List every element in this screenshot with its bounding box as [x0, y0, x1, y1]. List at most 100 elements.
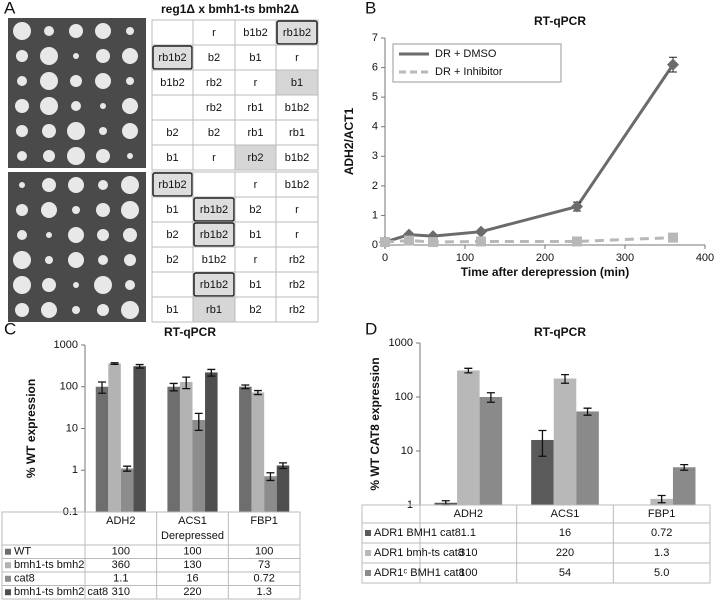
colony [122, 48, 138, 64]
table-value: 100 [459, 567, 477, 579]
table-value: 220 [556, 547, 574, 559]
genotype: b2 [208, 127, 220, 139]
table-cell [275, 44, 319, 71]
table-cell [151, 271, 194, 298]
y-tick-label: 100 [395, 391, 413, 403]
colony [13, 22, 31, 40]
y-tick-label: 10 [401, 445, 413, 457]
genotype: r [295, 204, 299, 216]
cell-highlight [152, 172, 193, 197]
bar [672, 467, 696, 505]
colony [125, 280, 135, 290]
genotype: rb2 [289, 279, 305, 291]
colony [42, 278, 56, 292]
genotype: r [295, 229, 299, 241]
table-cell [192, 44, 236, 71]
genotype: rb1 [248, 127, 264, 139]
bar [479, 397, 503, 505]
legend-label: ADR1 BMH1 cat8 [374, 527, 461, 539]
colony [124, 254, 136, 266]
x-tick-label: ADH2 [106, 515, 135, 527]
x-tick-label: 200 [536, 252, 554, 264]
colony [122, 123, 138, 139]
bar [531, 439, 554, 505]
table-cell [275, 171, 319, 198]
cell-highlight [152, 45, 193, 70]
table-value: 100 [183, 546, 201, 558]
bar [120, 468, 134, 512]
marker [667, 58, 679, 71]
colony [17, 76, 27, 86]
colony [19, 182, 25, 188]
genotype: rb1b2 [158, 179, 186, 191]
legend-swatch [5, 548, 11, 555]
colony [121, 301, 139, 319]
colony [123, 228, 137, 242]
legend-label: bmh1-ts bmh2 [14, 559, 84, 571]
x-tick-label: FBP1 [648, 508, 676, 520]
genotype: b1 [291, 77, 303, 89]
genotype: b2 [208, 52, 220, 64]
table-cell [275, 119, 319, 146]
genotype: b1 [166, 204, 178, 216]
colony [94, 276, 112, 294]
genotype: b1b2 [285, 102, 309, 114]
error-bar [583, 407, 592, 416]
panel-a-title: reg1Δ x bmh1-ts bmh2Δ [161, 2, 299, 16]
colony [16, 125, 28, 137]
plate-photo [8, 18, 146, 168]
table-value: 100 [112, 546, 130, 558]
colony [15, 99, 29, 113]
error-bar [657, 494, 666, 504]
colony [71, 101, 81, 111]
genotype: rb2 [289, 254, 305, 266]
genotype: rb1b2 [200, 229, 228, 241]
legend-label: ADR1 bmh-ts cat8 [374, 547, 464, 559]
colony [40, 47, 58, 65]
genotype: b1b2 [243, 27, 267, 39]
genotype: rb1b2 [200, 279, 228, 291]
colony [17, 230, 27, 240]
bar [192, 419, 206, 512]
bar [251, 392, 265, 512]
bar [576, 411, 599, 505]
legend-label: cat8 [14, 573, 35, 585]
colony [126, 77, 134, 85]
table-value: 54 [559, 567, 571, 579]
table-value: 5.0 [654, 567, 669, 579]
genotype: rb1 [248, 102, 264, 114]
x-tick-label: ACS1 [178, 515, 207, 527]
legend-swatch [365, 570, 371, 576]
colony [97, 229, 109, 241]
x-axis-label: Time after derepression (min) [461, 265, 630, 279]
genotype: b1b2 [160, 77, 184, 89]
colony [45, 256, 53, 264]
error-bar [98, 381, 107, 394]
table-value: 310 [112, 586, 130, 598]
colony [97, 304, 109, 316]
legend-label: DR + Inhibitor [435, 66, 503, 78]
error-bar [194, 412, 203, 432]
cell-highlight [276, 20, 318, 45]
y-tick-label: 7 [372, 32, 378, 44]
genotype: rb2 [289, 304, 305, 316]
legend-swatch [365, 530, 371, 536]
table-value: 0.72 [651, 527, 672, 539]
colony [68, 177, 84, 193]
bar [276, 465, 290, 512]
y-tick-label: 5 [372, 91, 378, 103]
marker [380, 237, 390, 248]
table-cell [234, 19, 277, 46]
y-tick-label: 1 [72, 464, 78, 476]
error-bar [278, 462, 287, 470]
legend-swatch [5, 589, 11, 596]
table-value: 73 [258, 559, 270, 571]
table-cell [234, 69, 277, 96]
colony [67, 147, 85, 165]
colony [41, 302, 57, 318]
legend-label: WT [14, 546, 31, 558]
table-cell [151, 19, 194, 46]
plate-photo [8, 172, 146, 322]
y-tick-label: 10 [66, 422, 78, 434]
genotype: b1 [166, 304, 178, 316]
